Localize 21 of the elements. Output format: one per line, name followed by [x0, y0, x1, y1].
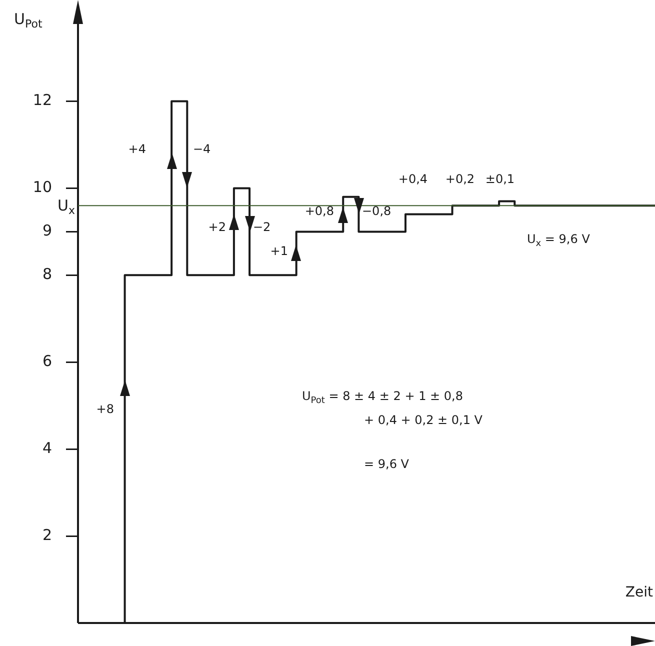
- y-tick-label: 2: [42, 526, 52, 544]
- annotation: −2: [253, 220, 271, 234]
- y-tick-label: 9: [42, 222, 52, 240]
- annotation: −0,8: [362, 204, 392, 218]
- annotation: +0,4: [398, 172, 428, 186]
- y-tick-label: 12: [32, 91, 52, 110]
- annotation: −4: [193, 142, 211, 156]
- annotation: +4: [128, 142, 146, 156]
- annotation: +8: [96, 402, 114, 416]
- y-tick-label: 4: [42, 438, 52, 457]
- annotation: +2: [208, 220, 226, 234]
- annotation: +0,8: [304, 204, 334, 218]
- y-tick-label: 8: [42, 265, 52, 284]
- annotation: +0,2: [445, 172, 475, 186]
- y-tick-label: 6: [42, 352, 52, 370]
- y-tick-label: 10: [32, 178, 52, 196]
- annotation: = 9,6 V: [364, 457, 410, 472]
- annotation: ±0,1: [485, 172, 515, 186]
- x-axis-title: Zeit: [625, 584, 654, 601]
- annotation: +1: [270, 244, 288, 258]
- annotation: + 0,4 + 0,2 ± 0,1 V: [364, 413, 484, 428]
